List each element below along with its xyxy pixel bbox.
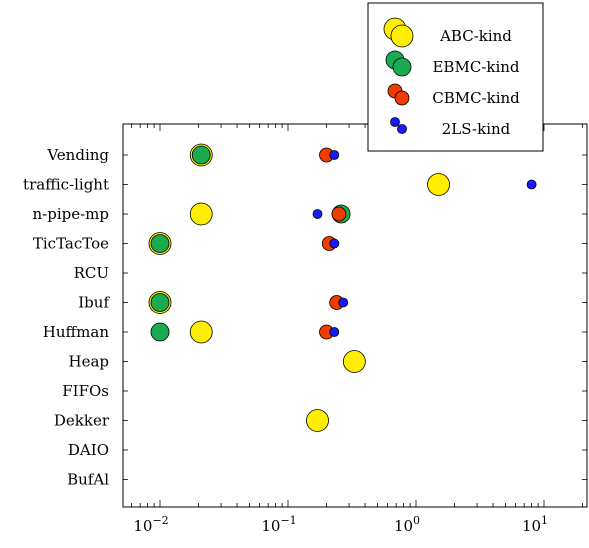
point-abc-kind-n-pipe-mp (189, 202, 213, 226)
x-tick-exponent: −1 (280, 514, 296, 527)
point-2ls-kind-tictactoe (329, 238, 340, 249)
x-axis-tick-labels: 10−210−1100101102103104 (133, 514, 548, 535)
point-abc-kind-dekker (306, 409, 329, 432)
legend-marker-cbmc-kind (394, 90, 410, 106)
point-2ls-kind-ibuf (338, 297, 349, 308)
x-axis-ticks (123, 124, 587, 507)
point-abc-kind-huffman (189, 320, 213, 344)
legend-label-cbmc-kind: CBMC-kind (432, 89, 520, 107)
x-tick-exponent: −2 (152, 514, 168, 527)
category-label-vending: Vending (46, 146, 109, 164)
category-label-huffman: Huffman (43, 323, 110, 341)
category-label-daio: DAIO (68, 441, 109, 459)
category-label-traffic-light: traffic-light (23, 176, 109, 194)
point-2ls-kind-n-pipe-mp (312, 209, 323, 219)
category-label-rcu: RCU (74, 264, 109, 282)
category-label-ibuf: Ibuf (78, 294, 110, 312)
category-label-n-pipe-mp: n-pipe-mp (32, 205, 109, 223)
x-tick-exponent: 0 (413, 514, 420, 527)
point-abc-kind-heap (342, 350, 366, 373)
category-label-bufal: BufAl (67, 471, 109, 489)
legend-label-2ls-kind: 2LS-kind (442, 120, 511, 138)
x-tick-exponent: 1 (541, 514, 548, 527)
x-tick-base: 10 (133, 517, 152, 535)
legend-label-abc-kind: ABC-kind (439, 27, 512, 45)
x-tick-label-2: 10−2 (133, 514, 168, 535)
x-tick-base: 10 (522, 517, 541, 535)
point-2ls-kind-traffic-light (526, 179, 537, 190)
point-ebmc-kind-ibuf (150, 293, 170, 312)
point-abc-kind-traffic-light (427, 173, 450, 196)
legend-marker-ebmc-kind (392, 57, 412, 77)
x-tick-base: 10 (394, 517, 413, 535)
x-tick-label-1: 101 (522, 514, 548, 535)
legend-label-ebmc-kind: EBMC-kind (432, 58, 519, 76)
point-ebmc-kind-huffman (150, 322, 170, 342)
category-label-dekker: Dekker (54, 412, 110, 430)
plot-frame (122, 123, 588, 508)
plot-area (122, 123, 588, 508)
point-2ls-kind-vending (329, 150, 340, 160)
x-tick-base: 10 (261, 517, 280, 535)
x-tick-label-1: 10−1 (261, 514, 296, 535)
y-axis-category-labels: Vending traffic-light n-pipe-mp TicTacToe RC… (23, 146, 110, 489)
category-label-tictactoe: TicTacToe (33, 235, 109, 253)
category-label-heap: Heap (68, 353, 109, 371)
point-ebmc-kind-vending (191, 145, 211, 165)
legend-marker-2ls-kind (390, 117, 400, 127)
point-ebmc-kind-tictactoe (150, 234, 170, 253)
legend-marker-abc-kind (390, 24, 414, 48)
data-points (148, 143, 537, 432)
legend: ABC-kind EBMC-kind CBMC-kind 2LS-kind (367, 2, 544, 152)
category-label-fifos: FIFOs (62, 382, 109, 400)
x-tick-label-0: 100 (394, 514, 420, 535)
point-2ls-kind-huffman (329, 327, 340, 337)
legend-marker-2ls-kind (397, 124, 407, 134)
point-cbmc-kind-n-pipe-mp (331, 206, 347, 222)
